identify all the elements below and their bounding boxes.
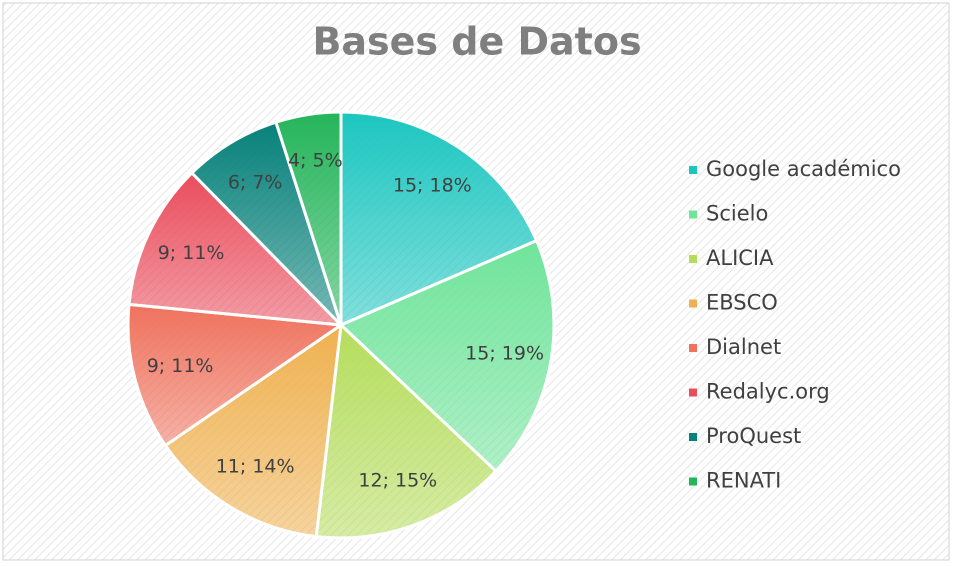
pie-slice: [314, 321, 499, 540]
legend-swatch: [689, 344, 697, 352]
legend-swatch: [689, 433, 697, 441]
legend-label: RENATI: [706, 469, 781, 493]
data-label: 6; 7%: [228, 171, 283, 193]
legend-label: ALICIA: [706, 246, 774, 270]
legend-label: Google académico: [706, 157, 901, 181]
pie-slice: [338, 238, 556, 474]
legend-label: Dialnet: [706, 335, 781, 359]
legend-swatch: [689, 299, 697, 308]
legend-swatch: [689, 210, 697, 219]
legend-swatch: [689, 166, 697, 174]
data-label: 11; 14%: [216, 456, 295, 478]
pie-slice: [274, 110, 343, 326]
legend-label: Redalyc.org: [706, 380, 830, 404]
legend-label: Scielo: [706, 202, 768, 226]
data-label: 4; 5%: [288, 149, 343, 171]
data-label: 9; 11%: [158, 242, 225, 264]
chart-title: Bases de Datos: [312, 20, 641, 64]
data-label: 12; 15%: [358, 470, 437, 492]
data-label: 15; 18%: [393, 175, 472, 197]
legend-swatch: [689, 255, 697, 263]
legend-label: ProQuest: [706, 424, 801, 448]
pie-slice: [339, 110, 539, 328]
pie-slice: [163, 321, 343, 539]
pie-slice: [189, 120, 343, 327]
data-label: 9; 11%: [147, 355, 214, 377]
pie-slice: [126, 302, 346, 448]
legend-swatch: [689, 388, 697, 397]
data-label: 15; 19%: [465, 342, 544, 364]
legend-label: EBSCO: [706, 291, 778, 315]
legend-swatch: [689, 477, 697, 486]
pie-slice: [127, 170, 345, 327]
